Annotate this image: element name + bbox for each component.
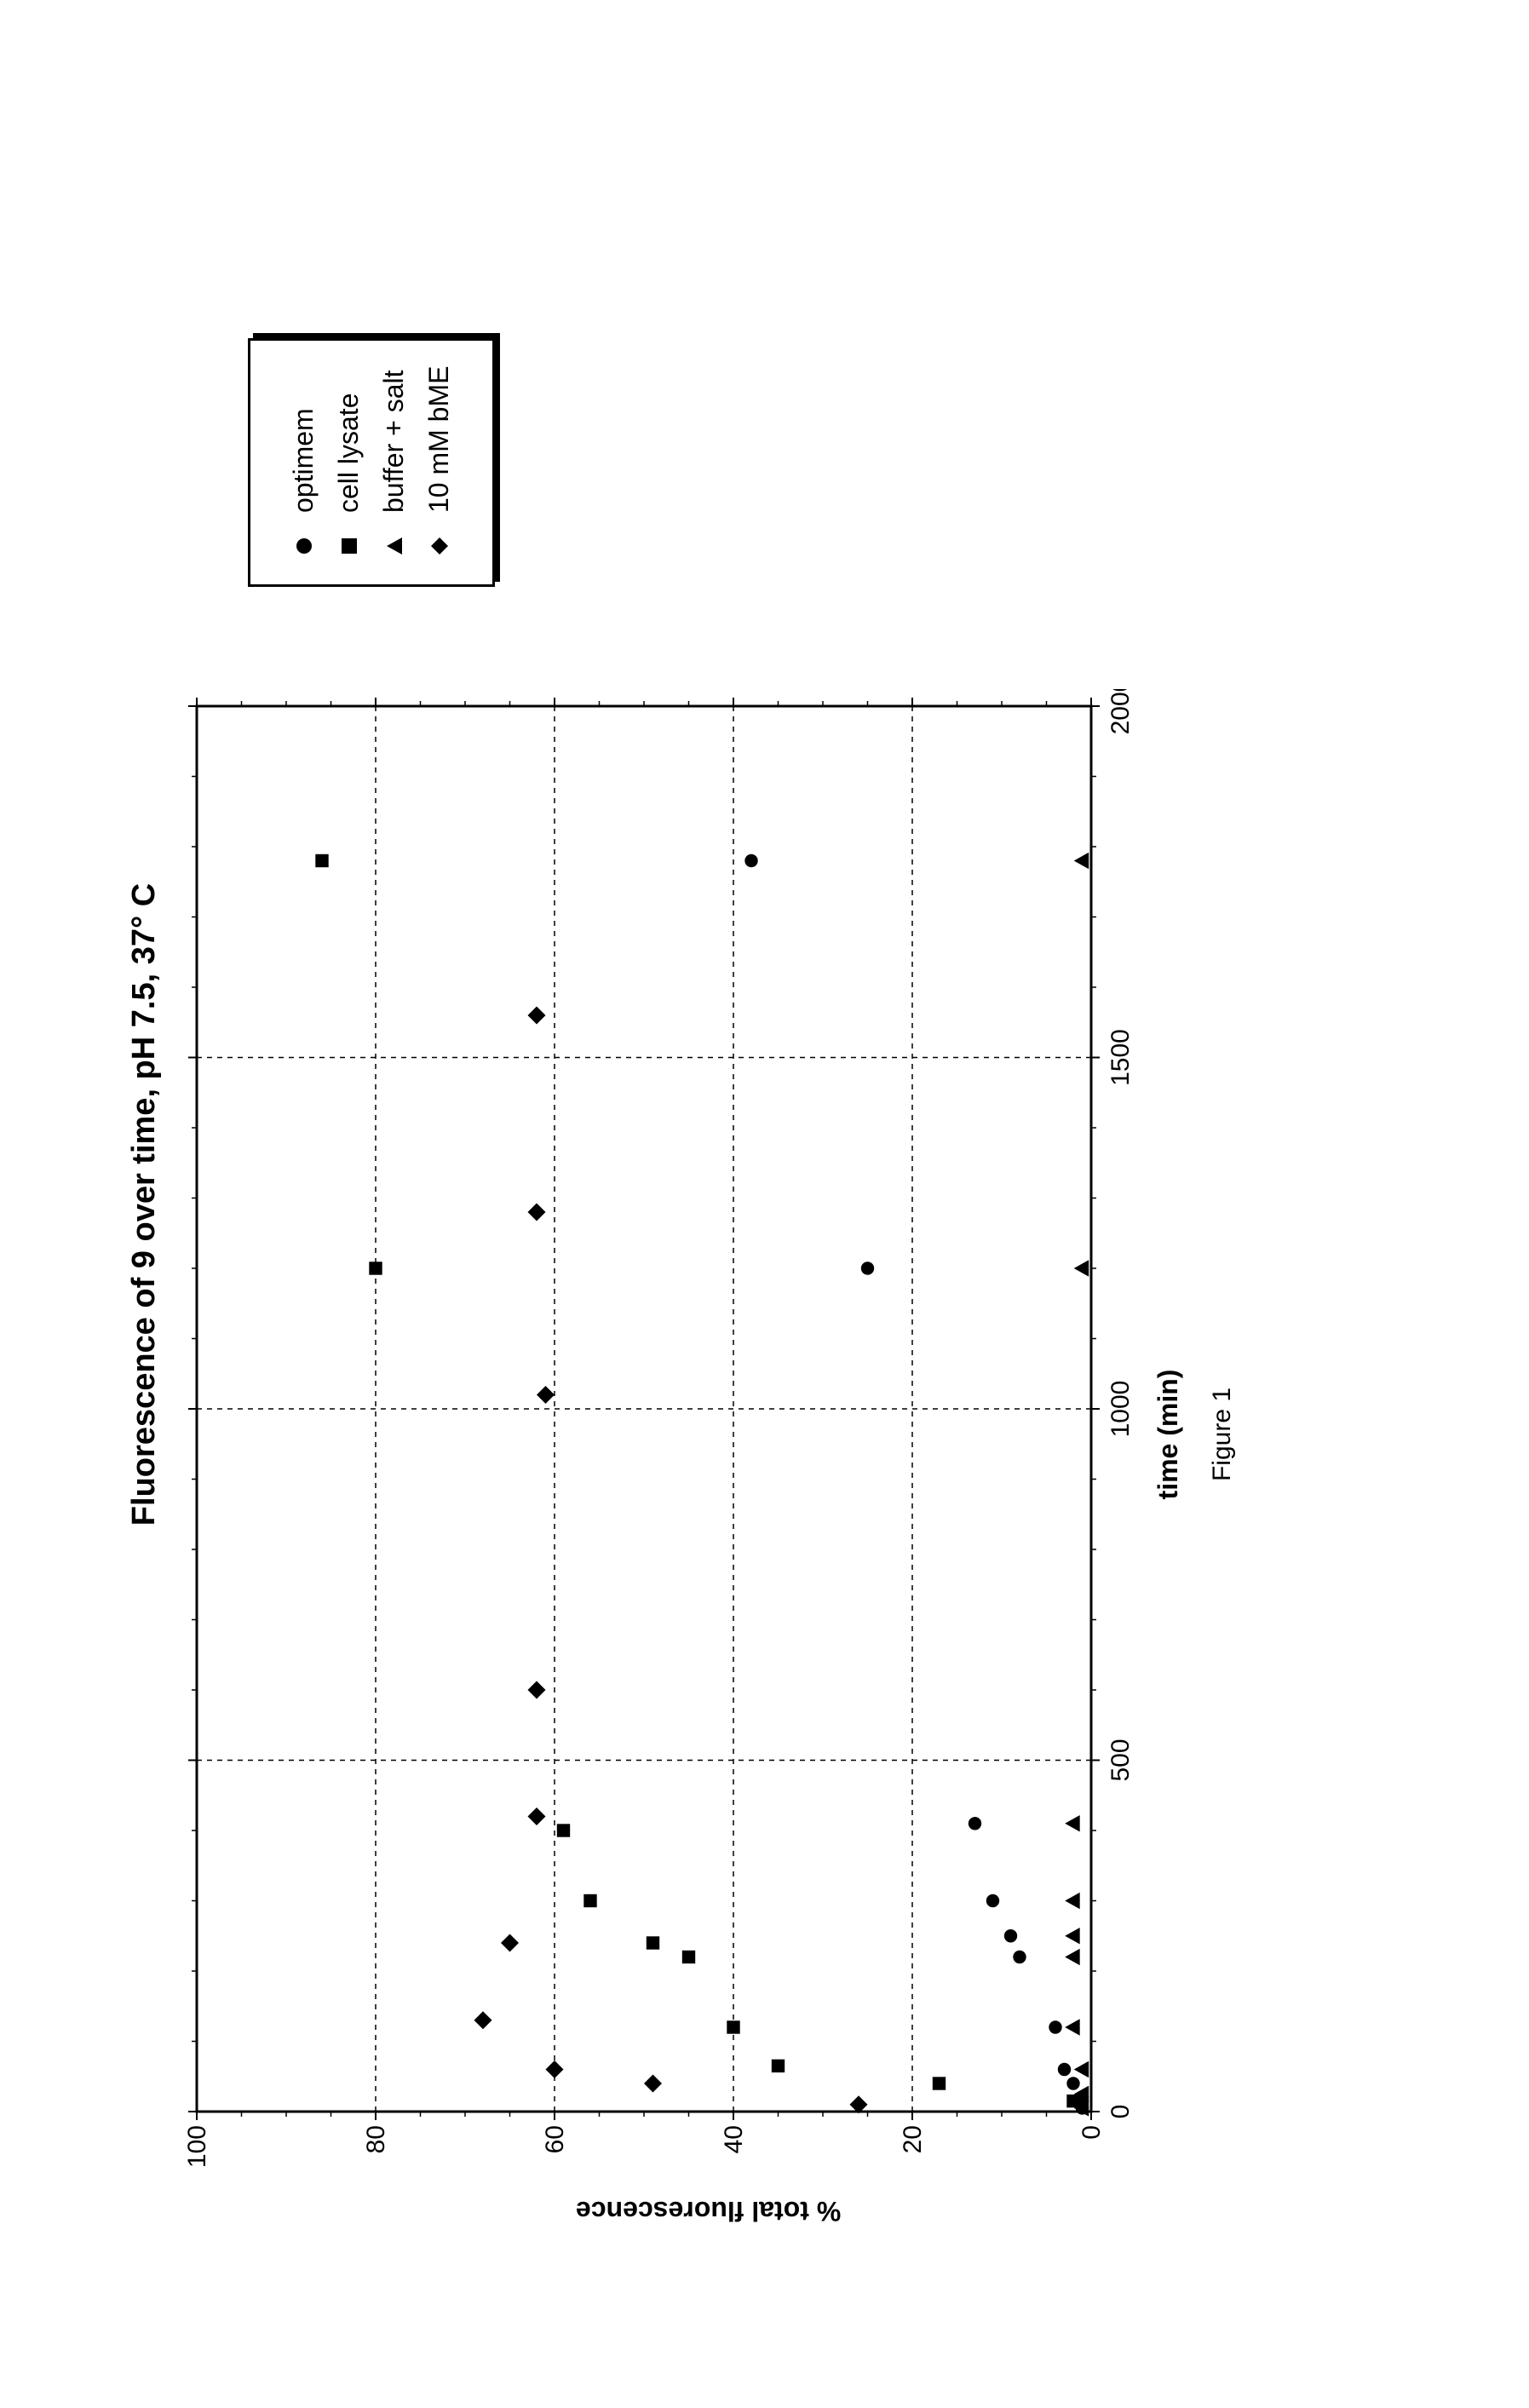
svg-text:1500: 1500 [1107, 1029, 1135, 1086]
svg-text:80: 80 [362, 2125, 390, 2153]
legend-item-bme: 10 mM bME [423, 365, 455, 558]
svg-text:1000: 1000 [1107, 1380, 1135, 1437]
circle-icon [290, 533, 316, 559]
legend-label: buffer + salt [378, 370, 410, 513]
svg-text:2000: 2000 [1107, 689, 1135, 734]
chart-row: % total fluorescence 0 500 1000 1500 2000 0 20… [180, 182, 1237, 2227]
svg-text:500: 500 [1107, 1738, 1135, 1781]
chart-wrapper: % total fluorescence 0 500 1000 1500 2000 0 20… [180, 689, 1237, 2227]
chart-and-xlabel: 0500100015002000020406080100 time (min) … [180, 689, 1237, 2180]
chart-title: Fluorescence of 9 over time, pH 7.5, 37°… [126, 182, 163, 2227]
svg-text:0: 0 [1078, 2125, 1106, 2140]
svg-text:20: 20 [899, 2125, 927, 2153]
svg-text:100: 100 [183, 2125, 211, 2168]
legend-item-buffer-salt: buffer + salt [378, 365, 410, 558]
legend-item-optimem: optimem [288, 365, 319, 558]
y-axis-label: % total fluorescence [575, 2195, 840, 2227]
scatter-chart: 0 500 1000 1500 2000 0 20 40 60 80 100 [180, 689, 1142, 2180]
square-icon [336, 533, 361, 559]
legend-label: cell lysate [333, 393, 365, 513]
svg-text:0: 0 [1107, 2104, 1135, 2118]
svg-text:60: 60 [541, 2125, 569, 2153]
x-axis-label: time (min) [1152, 689, 1184, 2180]
legend-item-cell-lysate: cell lysate [333, 365, 365, 558]
diamond-icon [426, 533, 451, 559]
figure-label: Figure 1 [1208, 689, 1237, 2180]
svg-text:40: 40 [720, 2125, 748, 2153]
legend-box: optimem cell lysate buffer + salt 10 mM … [248, 337, 495, 586]
legend-label: 10 mM bME [423, 365, 455, 512]
page-container: Fluorescence of 9 over time, pH 7.5, 37°… [126, 182, 1404, 2227]
legend-label: optimem [288, 408, 319, 513]
triangle-icon [381, 533, 406, 559]
